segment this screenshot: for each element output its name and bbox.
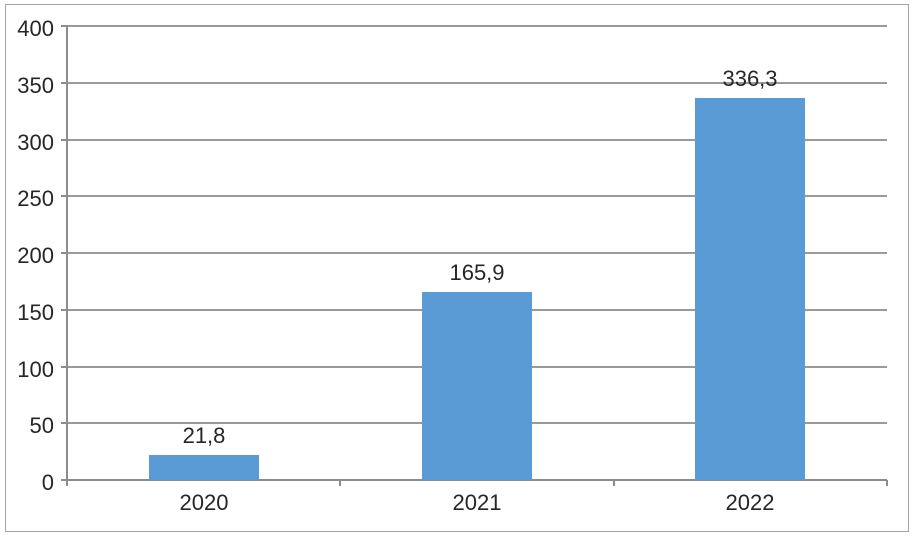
y-axis-tick [61,252,67,254]
y-axis-tick-label: 100 [17,357,54,382]
y-gridline [67,25,887,27]
y-gridline [67,139,887,141]
y-axis-tick [61,366,67,368]
x-axis-category-label: 2021 [452,490,502,515]
x-axis-tick [66,480,68,486]
y-gridline [67,195,887,197]
bar[interactable] [149,455,259,480]
x-axis-category-label: 2022 [725,490,775,515]
y-axis-tick [61,479,67,481]
y-gridline [67,252,887,254]
y-axis-tick-label: 250 [17,186,54,211]
y-gridline [67,82,887,84]
y-axis-tick [61,422,67,424]
y-axis-tick-label: 150 [17,300,54,325]
y-axis-tick [61,195,67,197]
x-axis-tick [886,480,888,486]
y-axis-tick [61,82,67,84]
y-axis-tick [61,25,67,27]
bar-value-label: 165,9 [449,260,505,285]
y-axis-tick [61,139,67,141]
x-axis-tick [613,480,615,486]
x-axis-category-label: 2020 [179,490,229,515]
bar-value-label: 336,3 [722,66,778,91]
x-axis-line [67,479,887,481]
y-axis-tick-label: 300 [17,130,54,155]
bar[interactable] [422,292,532,480]
y-axis-tick [61,309,67,311]
y-axis-tick-label: 350 [17,73,54,98]
y-axis-line [66,26,68,486]
x-axis-tick [339,480,341,486]
bar[interactable] [695,98,805,480]
y-axis-tick-label: 0 [41,470,54,495]
y-axis-tick-label: 200 [17,243,54,268]
y-axis-tick-label: 400 [17,16,54,41]
y-axis-tick-label: 50 [29,413,54,438]
bar-value-label: 21,8 [182,423,226,448]
